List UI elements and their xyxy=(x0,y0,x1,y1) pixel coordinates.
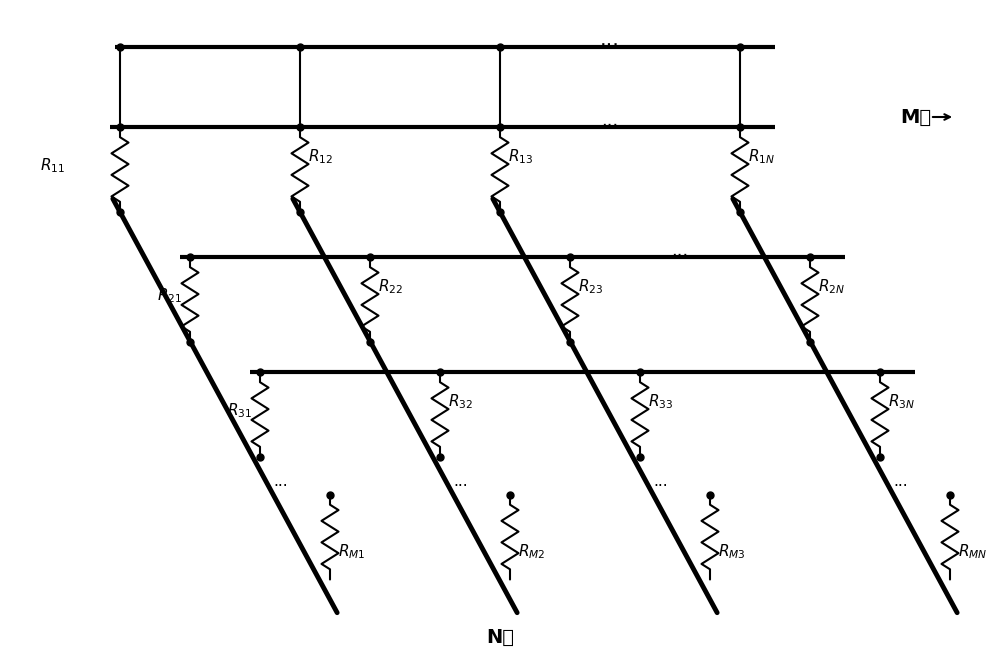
Text: ...: ... xyxy=(454,474,468,490)
Text: ...: ... xyxy=(894,474,908,490)
Text: $R_{32}$: $R_{32}$ xyxy=(448,392,473,411)
Text: $R_{1N}$: $R_{1N}$ xyxy=(748,147,775,166)
Text: M行: M行 xyxy=(900,107,931,127)
Text: $R_{33}$: $R_{33}$ xyxy=(648,392,673,411)
Text: $R_{M3}$: $R_{M3}$ xyxy=(718,543,746,562)
Text: N列: N列 xyxy=(486,628,514,646)
Text: ...: ... xyxy=(654,474,668,490)
Text: $R_{12}$: $R_{12}$ xyxy=(308,147,333,166)
Text: ...: ... xyxy=(671,242,689,260)
Text: $R_{MN}$: $R_{MN}$ xyxy=(958,543,987,562)
Text: $R_{2N}$: $R_{2N}$ xyxy=(818,277,845,296)
Text: ...: ... xyxy=(601,112,619,130)
Text: $R_{M1}$: $R_{M1}$ xyxy=(338,543,366,562)
Text: $R_{11}$: $R_{11}$ xyxy=(40,156,65,175)
Text: $R_{3N}$: $R_{3N}$ xyxy=(888,392,915,411)
Text: $R_{31}$: $R_{31}$ xyxy=(227,401,252,420)
Text: $R_{23}$: $R_{23}$ xyxy=(578,277,603,296)
Text: $R_{21}$: $R_{21}$ xyxy=(157,286,182,305)
Text: ...: ... xyxy=(600,30,620,50)
Text: $R_{M2}$: $R_{M2}$ xyxy=(518,543,545,562)
Text: $R_{22}$: $R_{22}$ xyxy=(378,277,403,296)
Text: ...: ... xyxy=(274,474,288,490)
Text: $R_{13}$: $R_{13}$ xyxy=(508,147,533,166)
